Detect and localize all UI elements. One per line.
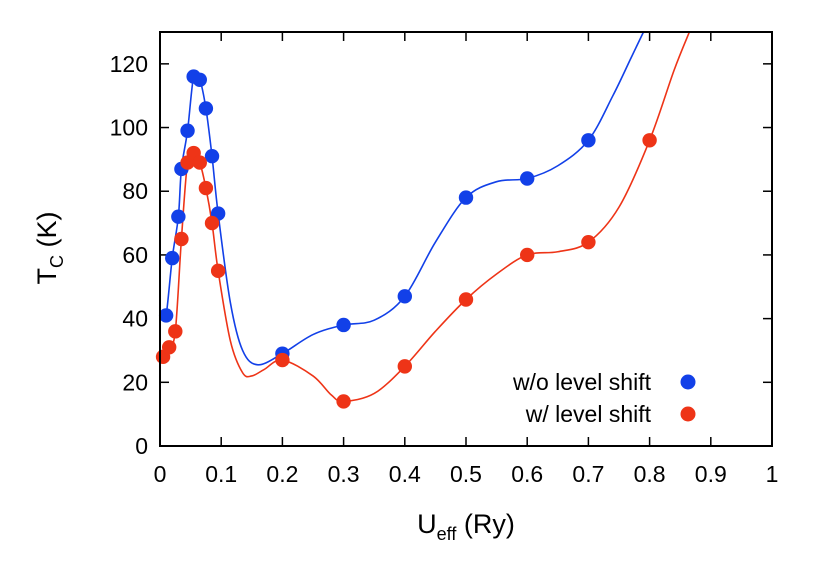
y-axis-title-unit: (K): [32, 212, 62, 256]
data-point-w-o-level-shift: [165, 250, 180, 266]
x-tick-label: 0.3: [328, 461, 360, 487]
data-point-w-level-shift: [581, 234, 596, 250]
y-tick-label: 40: [122, 306, 148, 332]
data-point-w-level-shift: [192, 155, 207, 170]
data-point-w-o-level-shift: [171, 209, 186, 224]
data-point-w-o-level-shift: [192, 72, 207, 87]
x-tick-label: 0.1: [205, 461, 237, 487]
x-tick-label: 0.5: [450, 461, 482, 487]
plot-frame: [159, 31, 773, 447]
data-point-w-o-level-shift: [204, 149, 220, 164]
x-tick-label: 0.4: [389, 461, 421, 487]
x-tick-label: 0.9: [695, 461, 727, 487]
legend: w/o level shift w/ level shift: [512, 369, 696, 427]
data-point-w-o-level-shift: [158, 308, 174, 323]
data-point-w-o-level-shift: [336, 317, 351, 333]
x-axis-title: Ueff (Ry): [417, 509, 515, 544]
data-point-w-o-level-shift: [198, 101, 214, 116]
data-point-w-level-shift: [275, 352, 290, 368]
data-point-w-o-level-shift: [180, 123, 195, 138]
x-axis-title-main: U: [417, 509, 437, 539]
y-axis-title-sub: C: [47, 255, 67, 268]
axes: 0 0.1 0.2 0.3 0.4 0.5 0.6 0.7 0.8 0.9 1 0 20 40 60 80 10…: [110, 32, 779, 487]
x-tick-label: 0.6: [511, 461, 543, 487]
data-point-w-level-shift: [210, 263, 226, 279]
y-axis-title: TC (K): [32, 212, 67, 285]
x-axis-title-unit: (Ry): [456, 509, 514, 539]
data-point-w-o-level-shift: [458, 190, 474, 205]
x-tick-label: 1: [766, 461, 779, 487]
data-point-w-o-level-shift: [581, 133, 596, 148]
y-tick-label: 0: [135, 433, 148, 459]
fit-curve-w-o-level-shift: [161, 32, 645, 366]
data-point-w-level-shift: [198, 180, 214, 196]
data-point-w-level-shift: [520, 247, 535, 263]
data-point-w-level-shift: [458, 292, 474, 307]
legend-label-w-level-shift: w/ level shift: [525, 401, 652, 427]
x-tick-label: 0.2: [266, 461, 298, 487]
data-point-w-level-shift: [161, 340, 177, 355]
fit-curves: [161, 32, 691, 403]
legend-marker-w-level-shift: [680, 406, 696, 422]
data-point-w-level-shift: [174, 231, 189, 247]
data-point-w-level-shift: [642, 133, 657, 148]
data-point-w-o-level-shift: [397, 289, 412, 304]
data-points: [155, 69, 657, 409]
y-axis-title-main: T: [32, 268, 62, 285]
x-tick-label: 0.7: [572, 461, 604, 487]
y-tick-label: 100: [110, 115, 148, 141]
legend-marker-wo-level-shift: [680, 374, 696, 390]
data-point-w-level-shift: [336, 394, 351, 409]
x-tick-label: 0.8: [634, 461, 666, 487]
data-point-w-o-level-shift: [520, 171, 535, 186]
x-axis-title-sub: eff: [437, 524, 458, 544]
data-point-w-level-shift: [204, 215, 220, 231]
data-point-w-level-shift: [168, 324, 183, 339]
x-tick-label: 0: [154, 461, 167, 487]
y-tick-label: 20: [122, 369, 148, 395]
y-tick-label: 120: [110, 51, 148, 77]
legend-label-wo-level-shift: w/o level shift: [512, 369, 652, 395]
y-tick-label: 60: [122, 242, 148, 268]
data-point-w-level-shift: [397, 359, 412, 374]
y-tick-label: 80: [122, 178, 148, 204]
